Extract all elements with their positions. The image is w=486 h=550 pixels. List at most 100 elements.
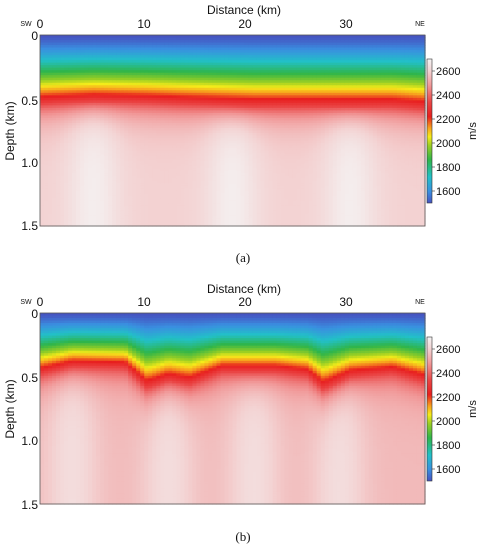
heatmap-cell — [88, 82, 93, 86]
heatmap-cell — [76, 57, 81, 61]
heatmap-cell — [44, 213, 49, 217]
heatmap-cell — [44, 92, 49, 96]
heatmap-cell — [48, 125, 53, 129]
heatmap-cell — [60, 47, 65, 51]
heatmap-cell — [84, 218, 89, 222]
heatmap-cell — [48, 138, 53, 142]
heatmap-cell — [100, 145, 105, 149]
heatmap-cell — [80, 133, 85, 137]
heatmap-cell — [60, 45, 65, 49]
heatmap-cell — [112, 145, 117, 149]
heatmap-cell — [116, 153, 121, 157]
heatmap-cell — [52, 60, 57, 64]
heatmap-cell — [60, 208, 65, 212]
heatmap-cell — [116, 213, 121, 217]
heatmap-cell — [84, 150, 89, 154]
heatmap-cell — [40, 190, 45, 194]
heatmap-cell — [120, 75, 125, 79]
heatmap-cell — [92, 203, 97, 207]
heatmap-cell — [48, 90, 53, 94]
heatmap-cell — [92, 220, 97, 225]
heatmap-cell — [92, 42, 97, 46]
heatmap-cell — [100, 115, 105, 119]
heatmap-cell — [68, 205, 73, 209]
heatmap-cell — [96, 198, 101, 202]
heatmap-cell — [40, 100, 45, 104]
heatmap-cell — [72, 120, 77, 124]
heatmap-cell — [92, 82, 97, 86]
heatmap-cell — [104, 67, 109, 71]
heatmap-cell — [64, 130, 69, 134]
heatmap-cell — [120, 50, 125, 54]
heatmap-cell — [68, 180, 73, 184]
heatmap-cell — [88, 77, 93, 81]
heatmap-cell — [88, 143, 93, 147]
heatmap-cell — [96, 95, 101, 99]
heatmap-cell — [104, 213, 109, 217]
heatmap-cell — [76, 158, 81, 162]
heatmap-cell — [68, 190, 73, 194]
heatmap-cell — [56, 218, 61, 222]
heatmap-cell — [52, 107, 57, 111]
y-tick-label: 0 — [31, 29, 38, 43]
heatmap-cell — [116, 145, 121, 149]
heatmap-cell — [84, 95, 89, 99]
heatmap-cell — [40, 220, 45, 225]
heatmap-cell — [80, 92, 85, 96]
heatmap-cell — [84, 153, 89, 157]
heatmap-cell — [120, 117, 125, 122]
heatmap-cell — [104, 105, 109, 109]
heatmap-cell — [120, 110, 125, 114]
heatmap-cell — [104, 205, 109, 209]
heatmap-cell — [96, 190, 101, 194]
heatmap-cell — [100, 125, 105, 129]
heatmap-cell — [116, 163, 121, 167]
heatmap-cell — [68, 102, 73, 106]
heatmap-cell — [96, 218, 101, 222]
heatmap-cell — [68, 55, 73, 59]
heatmap-cell — [80, 170, 85, 174]
heatmap-cell — [84, 90, 89, 94]
heatmap-cell — [68, 215, 73, 220]
heatmap-cell — [100, 85, 105, 89]
heatmap-cell — [96, 40, 101, 44]
heatmap-cell — [72, 100, 77, 104]
heatmap-cell — [68, 65, 73, 69]
heatmap-cell — [48, 75, 53, 79]
heatmap-cell — [64, 218, 69, 222]
x-tick-label: 30 — [339, 17, 353, 31]
heatmap-cell — [40, 145, 45, 149]
heatmap-cell — [72, 138, 77, 142]
heatmap-cell — [116, 112, 121, 117]
heatmap-cell — [116, 223, 121, 227]
heatmap-cell — [100, 205, 105, 209]
heatmap-cell — [64, 158, 69, 162]
heatmap-cell — [76, 180, 81, 184]
heatmap-cell — [64, 148, 69, 152]
heatmap-cell — [44, 163, 49, 167]
heatmap-cell — [40, 52, 45, 56]
heatmap-cell — [44, 127, 49, 132]
heatmap-cell — [92, 198, 97, 202]
heatmap-cell — [80, 220, 85, 225]
heatmap-cell — [64, 55, 69, 59]
heatmap-cell — [88, 115, 93, 119]
heatmap-cell — [92, 72, 97, 76]
heatmap-cell — [116, 160, 121, 164]
heatmap-cell — [72, 183, 77, 187]
heatmap-cell — [88, 193, 93, 197]
heatmap-cell — [64, 112, 69, 117]
heatmap-cell — [96, 155, 101, 159]
heatmap-cell — [112, 200, 117, 204]
heatmap-cell — [100, 190, 105, 194]
heatmap-cell — [64, 47, 69, 51]
heatmap-cell — [96, 193, 101, 197]
heatmap-cell — [64, 205, 69, 209]
heatmap-cell — [76, 102, 81, 106]
heatmap-cell — [92, 155, 97, 159]
heatmap-cell — [88, 110, 93, 114]
heatmap-cell — [76, 138, 81, 142]
heatmap-cell — [84, 220, 89, 225]
heatmap-cell — [92, 50, 97, 54]
heatmap-cell — [44, 150, 49, 154]
